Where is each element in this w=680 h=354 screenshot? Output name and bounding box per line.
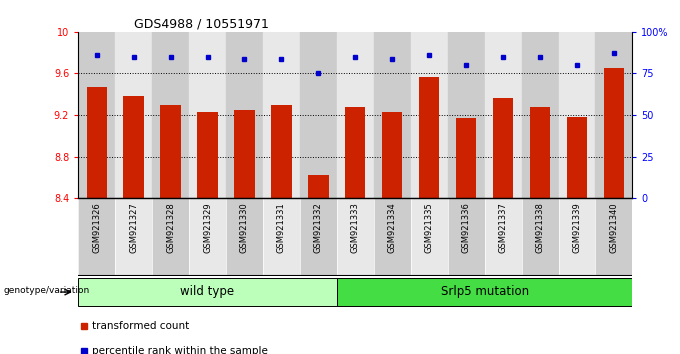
- Text: GSM921340: GSM921340: [609, 202, 618, 253]
- Text: GSM921332: GSM921332: [314, 202, 323, 253]
- Text: genotype/variation: genotype/variation: [3, 286, 90, 295]
- Bar: [596, 32, 632, 198]
- Bar: [78, 198, 115, 276]
- Bar: [382, 112, 403, 198]
- Bar: [522, 32, 558, 198]
- Bar: [308, 175, 328, 198]
- Bar: [522, 198, 558, 276]
- Bar: [86, 87, 107, 198]
- Bar: [604, 68, 624, 198]
- Bar: [300, 198, 337, 276]
- Text: GSM921335: GSM921335: [425, 202, 434, 253]
- Text: GSM921339: GSM921339: [573, 202, 581, 253]
- Bar: [456, 118, 476, 198]
- Bar: [337, 32, 374, 198]
- Bar: [558, 198, 596, 276]
- Text: GSM921330: GSM921330: [240, 202, 249, 253]
- Text: GSM921334: GSM921334: [388, 202, 396, 253]
- Bar: [374, 32, 411, 198]
- Text: GSM921336: GSM921336: [462, 202, 471, 253]
- Bar: [447, 32, 485, 198]
- Bar: [530, 107, 550, 198]
- Bar: [337, 198, 374, 276]
- Text: GSM921328: GSM921328: [166, 202, 175, 253]
- Bar: [300, 32, 337, 198]
- Text: GSM921333: GSM921333: [351, 202, 360, 253]
- Bar: [189, 198, 226, 276]
- Text: GSM921338: GSM921338: [536, 202, 545, 253]
- Bar: [160, 105, 181, 198]
- Bar: [263, 198, 300, 276]
- Bar: [485, 32, 522, 198]
- Text: Srlp5 mutation: Srlp5 mutation: [441, 285, 528, 298]
- Text: GDS4988 / 10551971: GDS4988 / 10551971: [133, 18, 269, 31]
- Bar: [189, 32, 226, 198]
- Bar: [411, 32, 447, 198]
- Text: wild type: wild type: [180, 285, 235, 298]
- Text: transformed count: transformed count: [92, 321, 189, 331]
- Bar: [374, 198, 411, 276]
- Bar: [235, 110, 254, 198]
- Bar: [226, 198, 263, 276]
- Bar: [271, 105, 292, 198]
- Bar: [337, 278, 632, 306]
- Bar: [78, 32, 115, 198]
- Text: GSM921337: GSM921337: [498, 202, 507, 253]
- Bar: [115, 32, 152, 198]
- Bar: [78, 278, 337, 306]
- Bar: [115, 198, 152, 276]
- Text: GSM921331: GSM921331: [277, 202, 286, 253]
- Bar: [152, 198, 189, 276]
- Bar: [419, 76, 439, 198]
- Bar: [263, 32, 300, 198]
- Bar: [493, 98, 513, 198]
- Bar: [485, 198, 522, 276]
- Bar: [447, 198, 485, 276]
- Text: GSM921329: GSM921329: [203, 202, 212, 253]
- Bar: [152, 32, 189, 198]
- Text: percentile rank within the sample: percentile rank within the sample: [92, 346, 268, 354]
- Bar: [596, 198, 632, 276]
- Bar: [411, 198, 447, 276]
- Bar: [226, 32, 263, 198]
- Text: GSM921327: GSM921327: [129, 202, 138, 253]
- Bar: [558, 32, 596, 198]
- Bar: [197, 112, 218, 198]
- Bar: [567, 117, 587, 198]
- Text: GSM921326: GSM921326: [92, 202, 101, 253]
- Bar: [345, 107, 365, 198]
- Bar: [124, 96, 143, 198]
